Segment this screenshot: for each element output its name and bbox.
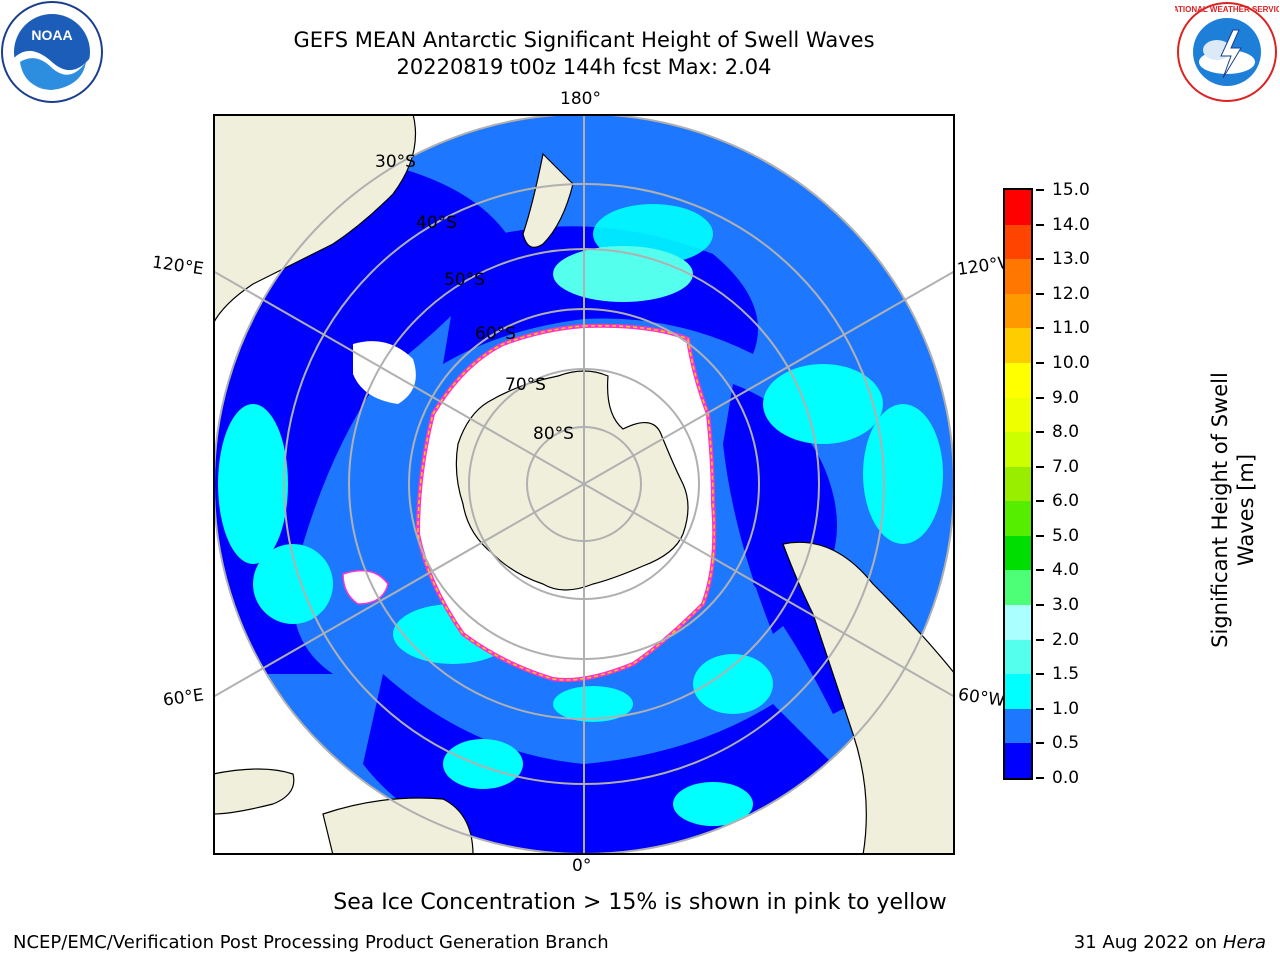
svg-text:NOAA: NOAA <box>31 27 72 43</box>
colorbar-tick-label: 5.0 <box>1036 527 1116 545</box>
credit-text: NCEP/EMC/Verification Post Processing Pr… <box>13 932 609 953</box>
colorbar-tick-label: 10.0 <box>1036 354 1116 372</box>
colorbar-segment <box>1005 466 1031 502</box>
colorbar-segment <box>1005 673 1031 709</box>
colorbar-tick-label: 8.0 <box>1036 423 1116 441</box>
colorbar-segment <box>1005 190 1031 225</box>
colorbar <box>1003 188 1033 780</box>
moderate-swell-region <box>443 739 523 789</box>
moderate-swell-region <box>553 246 693 302</box>
colorbar-tick-label: 1.0 <box>1036 700 1116 718</box>
colorbar-segment <box>1005 742 1031 778</box>
colorbar-segment <box>1005 397 1031 433</box>
lon-label-180: 180° <box>560 89 601 109</box>
colorbar-tick-label: 0.0 <box>1036 769 1116 787</box>
colorbar-segment <box>1005 639 1031 675</box>
colorbar-tick-label: 13.0 <box>1036 250 1116 268</box>
colorbar-segment <box>1005 258 1031 294</box>
lon-label-60e: 60°E <box>161 685 206 711</box>
colorbar-segment <box>1005 224 1031 260</box>
antarctica-landmass <box>455 370 689 591</box>
polar-map <box>213 114 955 855</box>
colorbar-title: Significant Height of Swell Waves [m] <box>1208 372 1258 648</box>
lon-label-60w: 60°W <box>956 684 1007 712</box>
svg-text:NATIONAL WEATHER SERVICE: NATIONAL WEATHER SERVICE <box>1175 5 1279 14</box>
lon-label-120e: 120°E <box>150 252 205 280</box>
lat-label-40s: 40°S <box>416 213 457 233</box>
sea-ice-note: Sea Ice Concentration > 15% is shown in … <box>333 890 947 915</box>
moderate-swell-region <box>253 544 333 624</box>
colorbar-tick-label: 12.0 <box>1036 285 1116 303</box>
colorbar-segment <box>1005 535 1031 571</box>
colorbar-tick-label: 0.5 <box>1036 734 1116 752</box>
colorbar-segment <box>1005 327 1031 363</box>
lat-label-70s: 70°S <box>505 375 546 395</box>
colorbar-tick-label: 15.0 <box>1036 181 1116 199</box>
colorbar-tick-label: 14.0 <box>1036 216 1116 234</box>
lat-label-80s: 80°S <box>533 424 574 444</box>
run-date: 31 Aug 2022 on Hera <box>1074 932 1266 953</box>
noaa-logo: NOAA <box>1 1 103 103</box>
colorbar-tick-label: 3.0 <box>1036 596 1116 614</box>
moderate-swell-region <box>218 404 288 564</box>
lat-label-60s: 60°S <box>475 324 516 344</box>
chart-title: GEFS MEAN Antarctic Significant Height o… <box>293 28 875 52</box>
colorbar-tick-label: 2.0 <box>1036 631 1116 649</box>
colorbar-tick-label: 7.0 <box>1036 458 1116 476</box>
colorbar-tick-label: 11.0 <box>1036 319 1116 337</box>
colorbar-tick-label: 6.0 <box>1036 492 1116 510</box>
moderate-swell-region <box>763 364 883 444</box>
colorbar-segment <box>1005 293 1031 329</box>
national-weather-service-logo: NATIONAL WEATHER SERVICE <box>1175 2 1279 102</box>
colorbar-segment <box>1005 362 1031 398</box>
colorbar-segment <box>1005 569 1031 606</box>
colorbar-tick-label: 1.5 <box>1036 665 1116 683</box>
moderate-swell-region <box>863 404 943 544</box>
lat-label-30s: 30°S <box>375 152 416 172</box>
colorbar-segment <box>1005 500 1031 536</box>
colorbar-segment <box>1005 708 1031 744</box>
africa-landmass <box>322 797 474 855</box>
colorbar-segment <box>1005 604 1031 640</box>
low-swell-region <box>214 154 513 674</box>
colorbar-tick-label: 9.0 <box>1036 389 1116 407</box>
australia-landmass <box>213 114 417 325</box>
colorbar-segment <box>1005 431 1031 467</box>
lat-label-50s: 50°S <box>444 270 485 290</box>
madagascar-landmass <box>213 768 295 815</box>
new-zealand-landmass <box>522 152 574 248</box>
moderate-swell-region <box>673 782 753 826</box>
colorbar-tick-label: 4.0 <box>1036 561 1116 579</box>
lon-label-0: 0° <box>572 856 592 876</box>
moderate-swell-region <box>553 686 633 722</box>
moderate-swell-region <box>693 654 773 714</box>
run-date-text: 31 Aug 2022 on <box>1073 932 1218 953</box>
chart-subtitle: 20220819 t00z 144h fcst Max: 2.04 <box>396 55 772 79</box>
run-host: Hera <box>1222 932 1266 953</box>
